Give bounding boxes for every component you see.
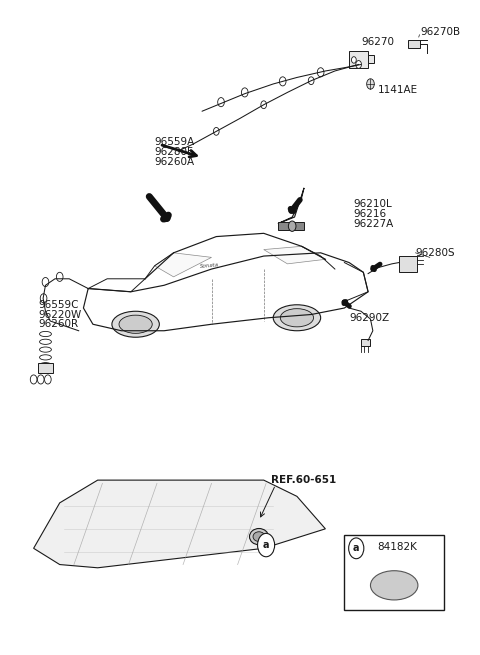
- Circle shape: [258, 533, 275, 557]
- Ellipse shape: [253, 532, 265, 542]
- Ellipse shape: [250, 529, 268, 545]
- Ellipse shape: [119, 315, 152, 333]
- FancyBboxPatch shape: [344, 535, 444, 610]
- Bar: [349, 52, 368, 67]
- Text: 96280F: 96280F: [155, 147, 193, 157]
- Text: 96260A: 96260A: [155, 157, 195, 167]
- Bar: [38, 364, 53, 373]
- Circle shape: [348, 538, 364, 559]
- Circle shape: [37, 375, 44, 384]
- Polygon shape: [264, 246, 325, 264]
- Bar: [278, 222, 304, 230]
- Circle shape: [241, 88, 248, 97]
- Circle shape: [288, 221, 296, 231]
- Text: 96290Z: 96290Z: [349, 312, 389, 323]
- Ellipse shape: [371, 571, 418, 600]
- Ellipse shape: [273, 305, 321, 331]
- Text: a: a: [263, 540, 269, 550]
- Circle shape: [40, 293, 47, 303]
- Text: 84182K: 84182K: [378, 542, 418, 552]
- Text: 96227A: 96227A: [354, 219, 394, 229]
- Ellipse shape: [280, 309, 313, 327]
- Circle shape: [317, 67, 324, 77]
- Text: REF.60-651: REF.60-651: [271, 475, 336, 485]
- Text: 96559C: 96559C: [38, 300, 79, 310]
- Circle shape: [45, 375, 51, 384]
- Circle shape: [218, 98, 224, 107]
- Circle shape: [30, 375, 37, 384]
- Polygon shape: [34, 480, 325, 568]
- Circle shape: [214, 128, 219, 136]
- Text: 96216: 96216: [354, 209, 387, 219]
- Text: Sonata: Sonata: [199, 262, 219, 269]
- Circle shape: [42, 278, 49, 287]
- Text: 96270: 96270: [361, 37, 394, 47]
- Bar: [399, 256, 417, 272]
- Circle shape: [279, 77, 286, 86]
- Polygon shape: [155, 253, 212, 277]
- Circle shape: [351, 57, 356, 63]
- Text: 96280S: 96280S: [416, 248, 455, 258]
- Text: 96220W: 96220W: [38, 310, 82, 320]
- Circle shape: [56, 272, 63, 282]
- Text: 96270B: 96270B: [420, 27, 460, 37]
- Circle shape: [261, 101, 266, 109]
- Text: 1141AE: 1141AE: [378, 85, 418, 96]
- Polygon shape: [278, 188, 304, 223]
- Bar: [368, 56, 374, 63]
- Ellipse shape: [112, 311, 159, 337]
- Circle shape: [367, 79, 374, 89]
- Text: 96210L: 96210L: [354, 199, 393, 209]
- Circle shape: [356, 60, 361, 68]
- Text: a: a: [353, 543, 360, 553]
- Text: 96559A: 96559A: [155, 138, 195, 147]
- Circle shape: [308, 77, 314, 84]
- Text: 96260R: 96260R: [38, 319, 79, 329]
- Bar: [408, 41, 420, 48]
- Bar: [361, 339, 371, 346]
